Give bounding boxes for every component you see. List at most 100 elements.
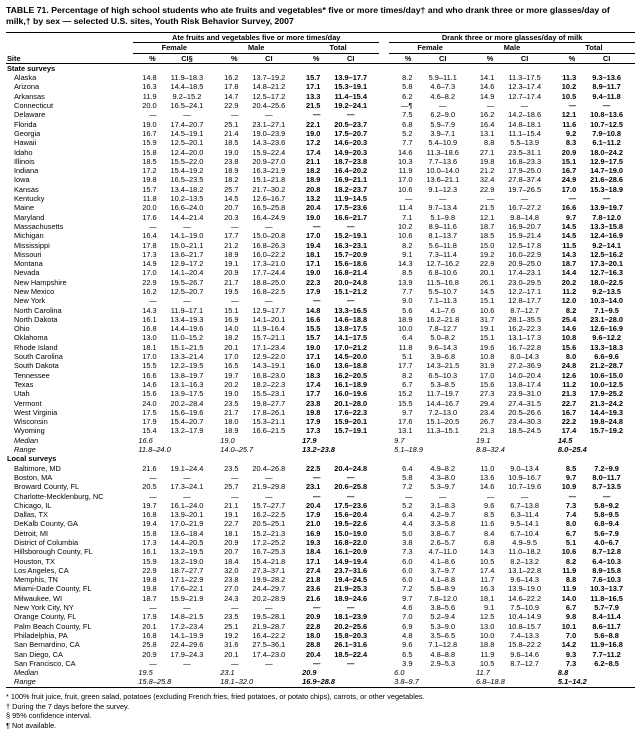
percent-cell: — — [486, 194, 495, 204]
percent-cell: 21.7 — [224, 407, 239, 417]
percent-cell: 21.6 — [142, 463, 157, 473]
ci-cell: 5.6–8.8 — [594, 630, 619, 640]
ci-cell: 23.5–31.1 — [508, 147, 542, 157]
ci-cell: 18.7–23.8 — [334, 156, 368, 166]
column-gap — [379, 241, 389, 250]
percent-cell: 17.9 — [306, 510, 321, 520]
percent-cell: 17.1 — [306, 82, 321, 92]
site-cell: South Carolina — [14, 352, 63, 362]
ci-cell: 6.2–9.0 — [430, 110, 456, 120]
summary-stat-cell: 3.8–9.7 — [394, 677, 419, 687]
ci-cell: 27.8–37.4 — [508, 175, 542, 185]
column-gap — [379, 510, 389, 519]
percent-cell: 23.5 — [224, 398, 239, 408]
ci-cell: 16.8–23.3 — [508, 156, 542, 166]
ci-cell: 12.7–17.4 — [508, 91, 542, 101]
ci-cell: 5.2–9.4 — [430, 612, 456, 622]
ci-cell: 20.5–26.6 — [508, 407, 542, 417]
site-cell: Maryland — [14, 212, 45, 222]
ci-cell: 16.0–19.6 — [334, 389, 368, 399]
ci-cell: — — [520, 194, 529, 204]
percent-cell: 17.4 — [306, 379, 321, 389]
percent-cell: 17.9 — [142, 417, 157, 427]
percent-cell: 21.3 — [561, 389, 577, 399]
table-row: Oklahoma 13.0 11.0–15.2 18.2 15.7–21.1 15.7 14… — [6, 333, 635, 342]
percent-cell: 6.7 — [565, 528, 577, 538]
site-cell: New Mexico — [14, 286, 55, 296]
ci-cell: 20.1–28.0 — [334, 398, 368, 408]
site-cell: Missouri — [14, 249, 42, 259]
ci-cell: 21.9–29.8 — [252, 482, 286, 492]
ci-cell: 12.4–20.0 — [170, 147, 204, 157]
ci-cell: 16.4–22.2 — [252, 630, 286, 640]
ci-cell: 15.9–21.9 — [170, 593, 204, 603]
ci-cell: 20.2–25.6 — [334, 621, 368, 631]
percent-cell: 9.7 — [402, 593, 413, 603]
ci-cell: 20.4–24.8 — [334, 463, 368, 473]
percent-cell: 16.2 — [224, 73, 239, 83]
ci-cell: 16.9–20.7 — [508, 221, 542, 231]
percent-cell: 25.7 — [224, 482, 239, 492]
column-gap — [379, 371, 389, 380]
ci-cell: 10.9–16.7 — [508, 472, 542, 482]
percent-cell: 20.9 — [224, 268, 239, 278]
percent-cell: 18.0 — [224, 417, 239, 427]
percent-cell: 5.6 — [402, 305, 413, 315]
ci-cell: 13.2–17.9 — [170, 426, 204, 436]
ci-cell: 12.9–17.7 — [252, 305, 286, 315]
ci-cell: 5.8–9.5 — [594, 510, 619, 520]
percent-cell: 15.1 — [224, 305, 239, 315]
ci-cell: 3.9–7.1 — [430, 128, 456, 138]
percent-cell: 13.0 — [142, 333, 157, 343]
percent-cell: 6.4 — [402, 463, 413, 473]
percent-cell: 18.9 — [224, 249, 239, 259]
header-percent: % — [215, 53, 241, 64]
site-cell: Wisconsin — [14, 417, 48, 427]
percent-cell: 15.4 — [142, 426, 157, 436]
ci-cell: — — [520, 491, 529, 501]
percent-cell: 27.4 — [306, 565, 321, 575]
site-cell: Philadelphia, PA — [14, 630, 68, 640]
column-gap — [379, 426, 389, 435]
ci-cell: — — [265, 658, 273, 668]
percent-cell: 19.8 — [479, 156, 495, 166]
percent-cell: 14.8 — [142, 73, 157, 83]
percent-cell: 15.7 — [306, 73, 321, 83]
column-gap — [379, 222, 389, 231]
ci-cell: 11.9–17.1 — [170, 305, 204, 315]
percent-cell: 26.1 — [479, 277, 495, 287]
ci-cell: — — [439, 491, 447, 501]
percent-cell: 19.4 — [142, 519, 157, 529]
ci-cell: 9.6–14.3 — [428, 342, 458, 352]
site-cell: Median — [14, 435, 39, 445]
site-cell: San Bernardino, CA — [14, 640, 80, 650]
percent-cell: 18.2 — [224, 175, 239, 185]
ci-cell: 16.2–21.8 — [426, 314, 460, 324]
site-cell: Georgia — [14, 128, 41, 138]
header-ci: CI — [496, 53, 553, 64]
table-row: Arizona 16.3 14.4–18.5 17.8 14.8–21.2 17.1 15.… — [6, 82, 635, 91]
ci-cell: 2.9–5.3 — [430, 658, 456, 668]
ci-cell: 12.6–16.9 — [590, 324, 624, 334]
ci-cell: 16.5–25.8 — [252, 203, 286, 213]
percent-cell: 8.4 — [484, 528, 495, 538]
column-gap — [379, 138, 389, 147]
percent-cell: — — [149, 658, 157, 668]
percent-cell: 11.2 — [562, 379, 577, 389]
ci-cell: 21.9–25.3 — [334, 584, 368, 594]
ci-cell: — — [347, 110, 355, 120]
table-row: Rhode Island 18.1 15.1–21.5 20.1 17.1–23.4 19… — [6, 343, 635, 352]
ci-cell: 17.0–21.2 — [334, 342, 368, 352]
ci-cell: 8.7–12.7 — [510, 658, 539, 668]
percent-cell: 23.8 — [306, 398, 321, 408]
percent-cell: 15.8 — [142, 528, 157, 538]
percent-cell: 12.1 — [479, 212, 495, 222]
table-header: Ate fruits and vegetables five or more t… — [6, 31, 635, 64]
ci-cell: 15.4–21.8 — [252, 556, 286, 566]
ci-cell: 28.1–35.5 — [508, 314, 542, 324]
percent-cell: 18.4 — [224, 556, 239, 566]
percent-cell: 21.0 — [306, 519, 321, 529]
percent-cell: — — [231, 491, 239, 501]
column-gap — [379, 399, 389, 408]
percent-cell: 4.4 — [402, 519, 413, 529]
